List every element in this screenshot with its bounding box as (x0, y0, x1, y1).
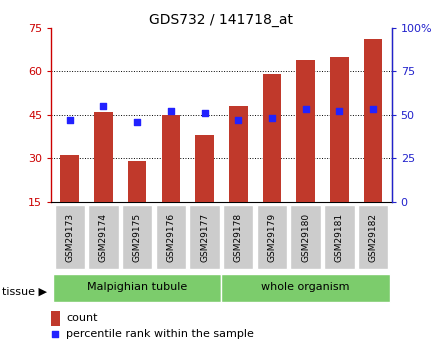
Bar (61, 155, 79, 202)
Bar (128, 161, 146, 202)
FancyBboxPatch shape (53, 274, 222, 302)
Text: GSM29179: GSM29179 (267, 213, 276, 262)
FancyBboxPatch shape (88, 205, 118, 269)
Text: GSM29175: GSM29175 (133, 213, 142, 262)
Bar (162, 115, 180, 202)
Text: GSM29174: GSM29174 (99, 213, 108, 262)
Text: GSM29182: GSM29182 (368, 213, 377, 262)
Point (336, 108, 343, 114)
Text: GSM29181: GSM29181 (335, 213, 344, 262)
Point (302, 107, 309, 112)
FancyBboxPatch shape (291, 205, 321, 269)
Point (52, 331, 59, 337)
FancyBboxPatch shape (223, 205, 253, 269)
Point (235, 117, 242, 123)
Text: GSM29177: GSM29177 (200, 213, 209, 262)
Title: GDS732 / 141718_at: GDS732 / 141718_at (150, 12, 293, 27)
FancyBboxPatch shape (122, 205, 152, 269)
Point (268, 116, 275, 121)
Text: GSM29180: GSM29180 (301, 213, 310, 262)
Bar (364, 39, 382, 202)
Text: tissue ▶: tissue ▶ (2, 287, 47, 296)
Point (100, 103, 107, 109)
FancyBboxPatch shape (156, 205, 186, 269)
Point (66, 117, 73, 123)
FancyBboxPatch shape (55, 205, 85, 269)
Bar (51, 310, 60, 326)
Text: percentile rank within the sample: percentile rank within the sample (66, 329, 255, 339)
Text: Malpighian tubule: Malpighian tubule (87, 283, 187, 293)
FancyBboxPatch shape (324, 205, 355, 269)
Text: GSM29178: GSM29178 (234, 213, 243, 262)
Point (167, 108, 174, 114)
Bar (296, 60, 315, 202)
FancyBboxPatch shape (190, 205, 220, 269)
Bar (330, 57, 348, 202)
FancyBboxPatch shape (222, 274, 390, 302)
Point (201, 110, 208, 116)
Point (369, 107, 376, 112)
Bar (94, 112, 113, 202)
Text: GSM29173: GSM29173 (65, 213, 74, 262)
Text: GSM29176: GSM29176 (166, 213, 175, 262)
Point (134, 119, 141, 125)
Bar (229, 106, 247, 202)
Bar (195, 135, 214, 202)
Text: count: count (66, 313, 98, 323)
FancyBboxPatch shape (257, 205, 287, 269)
Text: whole organism: whole organism (261, 283, 350, 293)
Bar (263, 74, 281, 202)
FancyBboxPatch shape (358, 205, 388, 269)
